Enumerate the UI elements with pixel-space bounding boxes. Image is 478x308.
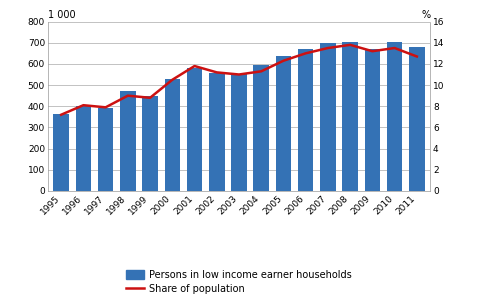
Bar	[76, 106, 91, 191]
Legend: Persons in low income earner households, Share of population: Persons in low income earner households,…	[123, 267, 355, 297]
Bar	[54, 114, 69, 191]
Bar	[209, 73, 225, 191]
Bar	[320, 43, 336, 191]
Bar	[365, 49, 380, 191]
Bar	[276, 56, 291, 191]
Bar	[187, 68, 202, 191]
Bar	[387, 42, 402, 191]
Bar	[231, 75, 247, 191]
Bar	[342, 42, 358, 191]
Text: 1 000: 1 000	[48, 10, 76, 20]
Bar	[164, 79, 180, 191]
Bar	[298, 49, 314, 191]
Text: %: %	[421, 10, 430, 20]
Bar	[142, 96, 158, 191]
Bar	[120, 91, 136, 191]
Bar	[409, 47, 424, 191]
Bar	[253, 65, 269, 191]
Bar	[98, 108, 113, 191]
